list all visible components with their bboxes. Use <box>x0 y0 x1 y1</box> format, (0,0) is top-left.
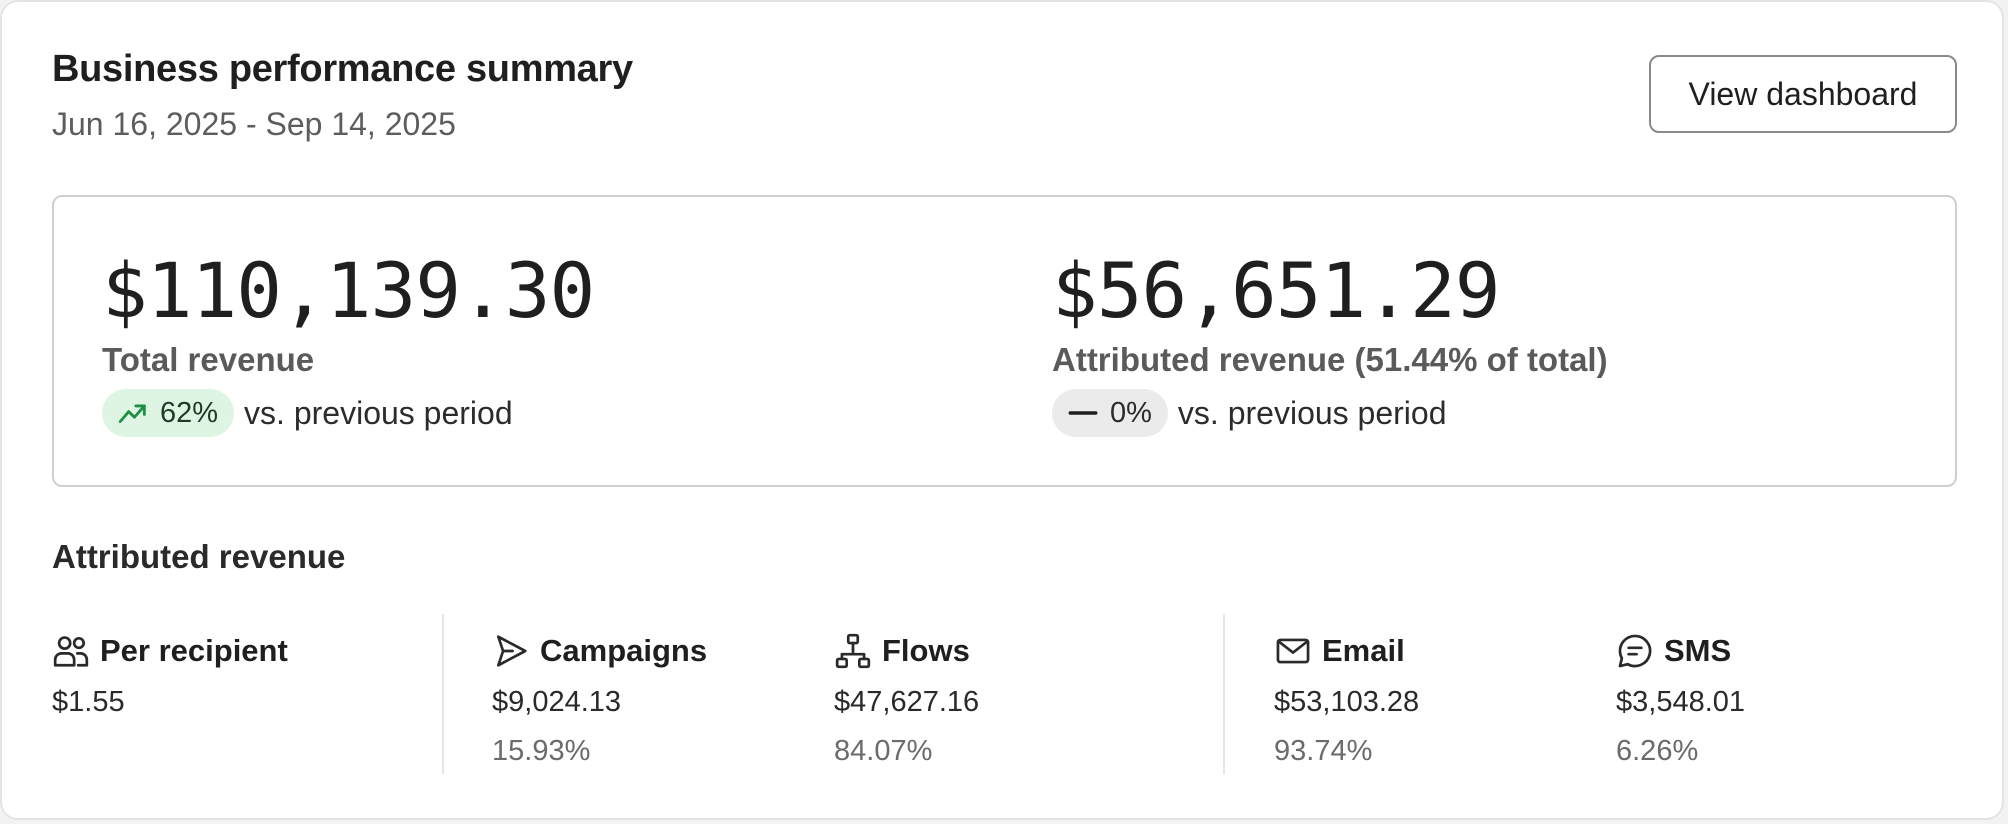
total-revenue-value: $110,139.30 <box>102 246 595 335</box>
compare-text: vs. previous period <box>244 394 513 431</box>
stat-amount: $53,103.28 <box>1274 686 1420 718</box>
change-badge: 62% <box>102 389 235 437</box>
flow-icon <box>835 633 871 669</box>
stat-sms: SMS $3,548.01 6.26% <box>1616 630 1745 768</box>
attributed-revenue-heading: Attributed revenue <box>52 538 346 575</box>
revenue-summary-box: $110,139.30 Total revenue 62% vs. previo… <box>52 195 1957 487</box>
compare-text: vs. previous period <box>1177 394 1447 431</box>
stat-percent: 93.74% <box>1274 735 1373 767</box>
stat-label: Flows <box>882 633 970 668</box>
stat-flows: Flows $47,627.16 84.07% <box>834 630 979 768</box>
attributed-revenue-comparison: 0% vs. previous period <box>1052 389 1608 437</box>
attributed-revenue-value: $56,651.29 <box>1052 246 1501 335</box>
change-badge: 0% <box>1052 389 1168 437</box>
attributed-revenue-metric: $56,651.29 Attributed revenue (51.44% of… <box>1052 249 1608 437</box>
divider <box>442 614 444 774</box>
stat-percent: 84.07% <box>834 735 933 767</box>
change-value: 62% <box>160 396 219 429</box>
stat-label: Email <box>1322 633 1405 668</box>
stat-amount: $3,548.01 <box>1616 686 1746 718</box>
attributed-revenue-label: Attributed revenue (51.44% of total) <box>1052 341 1608 378</box>
stat-label: Campaigns <box>540 633 708 668</box>
total-revenue-comparison: 62% vs. previous period <box>102 389 594 437</box>
stat-percent: 6.26% <box>1616 735 1699 767</box>
stat-label: SMS <box>1664 633 1732 668</box>
stat-percent: 15.93% <box>492 735 591 767</box>
trend-up-icon <box>118 404 146 423</box>
total-revenue-metric: $110,139.30 Total revenue 62% vs. previo… <box>102 246 595 437</box>
dash-icon <box>1068 411 1098 415</box>
send-icon <box>496 635 527 667</box>
mail-icon <box>1276 638 1310 664</box>
people-icon <box>53 636 89 667</box>
view-dashboard-button[interactable]: View dashboard <box>1649 55 1957 133</box>
divider <box>1223 614 1225 774</box>
stat-per-recipient: Per recipient $1.55 <box>52 630 288 719</box>
change-value: 0% <box>1110 396 1152 429</box>
stat-email: Email $53,103.28 93.74% <box>1274 630 1419 768</box>
stat-label: Per recipient <box>100 633 288 668</box>
total-revenue-label: Total revenue <box>102 341 315 378</box>
stat-amount: $47,627.16 <box>834 686 980 718</box>
stat-amount: $1.55 <box>52 686 125 718</box>
date-range: Jun 16, 2025 - Sep 14, 2025 <box>52 106 456 142</box>
stat-campaigns: Campaigns $9,024.13 15.93% <box>492 630 707 768</box>
stat-amount: $9,024.13 <box>492 686 622 718</box>
page-title: Business performance summary <box>52 48 633 90</box>
chat-icon <box>1618 634 1652 668</box>
